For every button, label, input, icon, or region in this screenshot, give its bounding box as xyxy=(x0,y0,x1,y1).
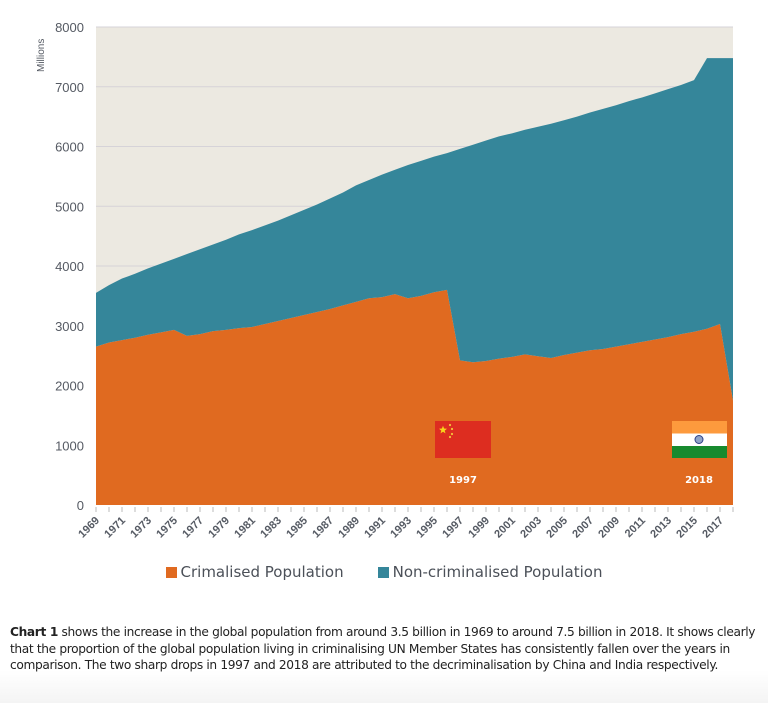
legend-swatch-criminalised xyxy=(165,566,177,578)
x-tick-label: 1993 xyxy=(388,515,414,541)
flag-star xyxy=(439,425,447,434)
flag-year-label: 2018 xyxy=(685,475,713,486)
flag-annotations: 1997 2018 xyxy=(435,421,727,486)
x-tick-label: 1987 xyxy=(310,515,336,541)
y-tick-label: 3000 xyxy=(55,319,84,334)
china-flag-icon xyxy=(435,421,491,458)
x-tick-label: 2015 xyxy=(674,515,700,541)
flag-year-label: 1997 xyxy=(449,475,477,486)
x-tick-label: 2003 xyxy=(518,515,544,541)
x-tick-label: 2013 xyxy=(648,515,674,541)
x-tick-label: 2001 xyxy=(492,515,518,541)
y-tick-label: 8000 xyxy=(55,20,84,35)
y-tick-label: 5000 xyxy=(55,199,84,214)
x-tick-label: 2005 xyxy=(544,515,570,541)
india-flag-icon xyxy=(672,421,727,434)
flag-small-star xyxy=(450,432,454,436)
x-tick-label: 1969 xyxy=(76,515,102,541)
legend-label-non-criminalised: Non-criminalised Population xyxy=(392,563,603,581)
x-tick-label: 2011 xyxy=(623,515,648,540)
flag-small-star xyxy=(448,423,452,427)
caption-text: shows the increase in the global populat… xyxy=(10,625,756,672)
x-tick-label: 1985 xyxy=(284,515,310,541)
flag-annotation-china: 1997 xyxy=(435,421,491,486)
x-tick-label: 1979 xyxy=(206,515,232,541)
flag-annotation-india: 2018 xyxy=(672,421,727,486)
area-non-criminalised xyxy=(96,58,733,401)
x-tick-label: 1977 xyxy=(180,515,206,541)
x-tick-label: 1981 xyxy=(232,515,258,541)
flag-stripe-green xyxy=(672,446,727,458)
x-tick-label: 1989 xyxy=(336,515,362,541)
legend-swatch-non-criminalised xyxy=(377,566,389,578)
flag-small-star xyxy=(448,435,452,439)
y-tick-label: 2000 xyxy=(55,379,84,394)
caption-bold: Chart 1 xyxy=(10,625,58,639)
x-tick-label: 1997 xyxy=(440,515,466,541)
y-tick-label: 6000 xyxy=(55,140,84,155)
y-axis-label: Millions xyxy=(36,39,47,72)
chart-legend: Crimalised Population Non-criminalised P… xyxy=(0,563,768,581)
x-tick-label: 2009 xyxy=(596,515,622,541)
y-tick-label: 7000 xyxy=(55,80,84,95)
area-series xyxy=(96,58,733,505)
x-tick-label: 1999 xyxy=(466,515,492,541)
x-tick-label: 1975 xyxy=(154,515,180,541)
x-axis-ticks: 1969 1971 1973 1975 1977 1979 1981 1983 1985 1987… xyxy=(76,507,734,541)
y-axis-ticks: 0 1000 2000 3000 4000 5000 6000 7000 8000 xyxy=(55,20,84,513)
x-tick-label: 1973 xyxy=(128,515,154,541)
x-tick-label: 1983 xyxy=(258,515,284,541)
y-tick-label: 4000 xyxy=(55,259,84,274)
x-tick-label: 1991 xyxy=(362,515,388,541)
legend-item-non-criminalised: Non-criminalised Population xyxy=(377,563,603,581)
x-tick-label: 1971 xyxy=(102,515,128,541)
area-criminalised xyxy=(96,289,733,505)
flag-small-star xyxy=(450,427,454,431)
legend-item-criminalised: Crimalised Population xyxy=(165,563,344,581)
flag-chakra xyxy=(694,435,704,444)
x-tick-label: 1995 xyxy=(414,515,440,541)
chart-caption: Chart 1 shows the increase in the global… xyxy=(10,624,760,674)
y-tick-label: 0 xyxy=(77,498,84,513)
legend-label-criminalised: Crimalised Population xyxy=(180,563,344,581)
x-tick-label: 2007 xyxy=(570,515,596,541)
x-tick-label: 2017 xyxy=(700,515,726,541)
y-tick-label: 1000 xyxy=(55,438,84,453)
bottom-fade xyxy=(0,670,768,703)
